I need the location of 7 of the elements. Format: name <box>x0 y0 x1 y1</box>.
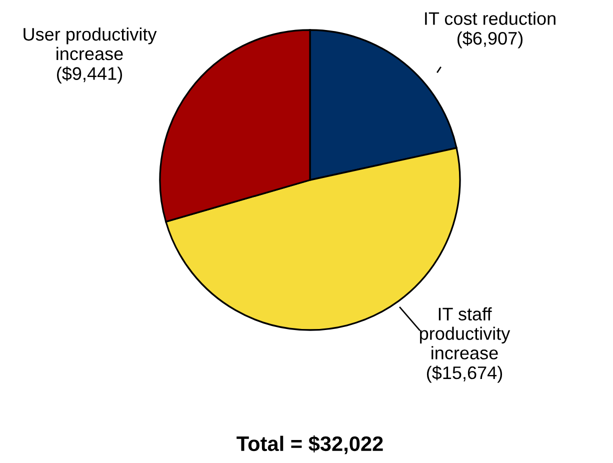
slice-label: IT staff productivity increase <box>420 307 510 360</box>
slice-label: User productivity increase <box>24 27 157 60</box>
text: Total = $32,022 <box>236 435 383 454</box>
data-label: ($9,441) <box>57 66 122 84</box>
data-label: ($6,907) <box>458 31 523 48</box>
data-label: ($15,674) <box>426 366 502 383</box>
slice-label: IT cost reduction <box>425 12 556 25</box>
